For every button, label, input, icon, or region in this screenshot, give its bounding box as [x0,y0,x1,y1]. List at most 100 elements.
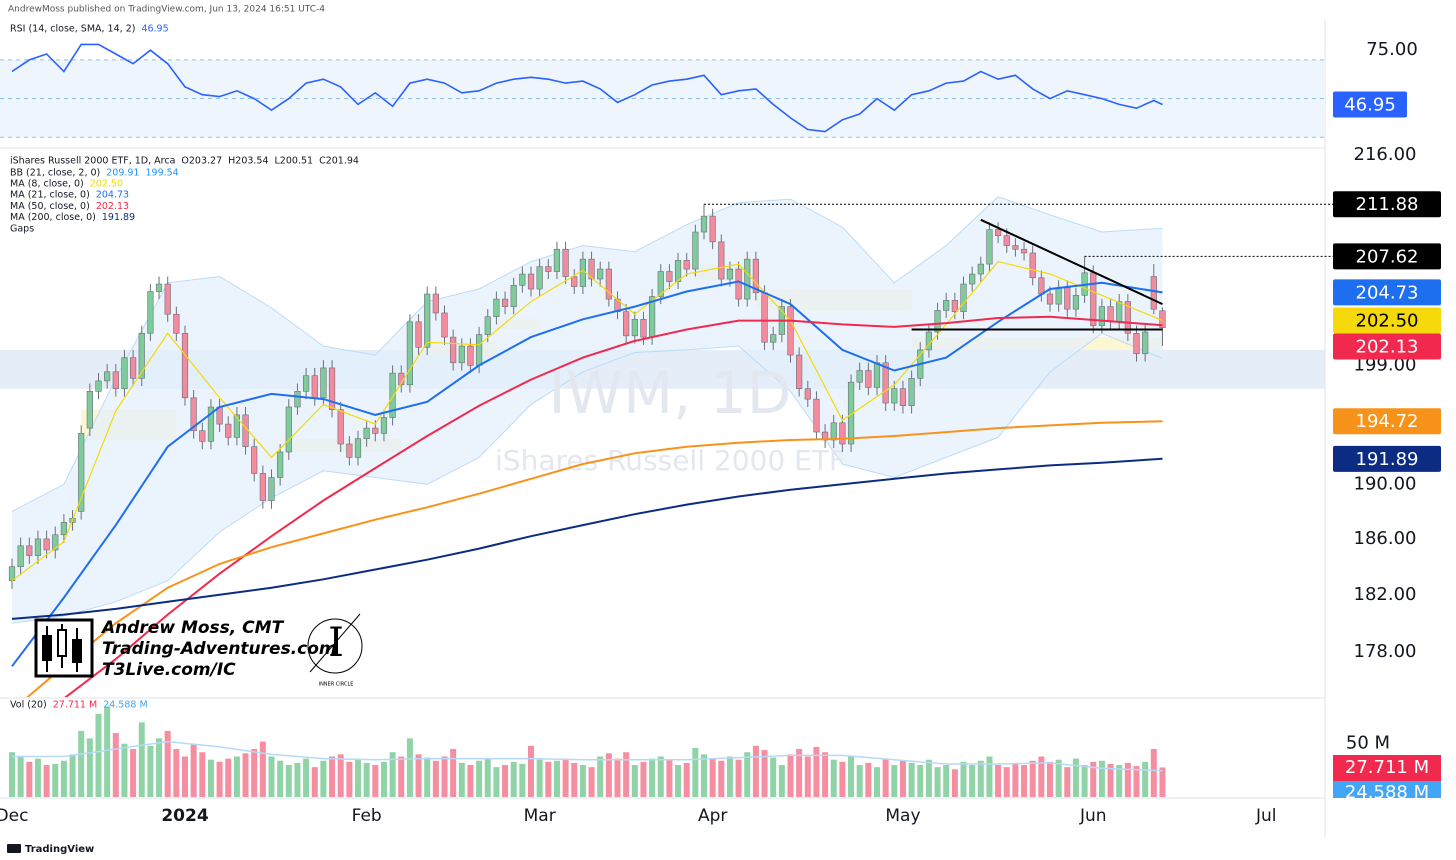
volume-bar [251,749,258,797]
candle-body [969,273,976,285]
volume-bar [424,757,431,797]
candle-body [259,473,266,501]
volume-bar [631,765,638,797]
volume-bar [969,765,976,797]
candle-body [233,414,241,438]
volume-bar [441,756,448,797]
candle-body [943,300,950,311]
legend-title: iShares Russell 2000 ETF, 1D, Arca [10,156,175,167]
axis-cover [1326,798,1456,837]
volume-bar [9,752,15,797]
candle-body [986,229,993,265]
x-tick-label: Jul [1255,806,1277,826]
candle-body [1012,245,1019,250]
candle-body [951,300,958,312]
candle-body [631,318,638,337]
candle-body [1142,331,1149,355]
volume-bar [164,730,171,797]
volume-bar [1081,765,1088,797]
candle-body [553,248,561,272]
candle-body [458,345,465,364]
footer-bar [0,837,1456,860]
volume-bar [752,745,759,797]
volume-bar [839,761,846,797]
legend-ohlc: O203.27 [181,156,222,167]
candle-body [839,422,846,445]
volume-bar [701,754,707,797]
x-tick-label: Mar [524,806,556,826]
inner-circle-mark: I [328,620,344,666]
candle-body [268,477,275,501]
volume-pane [9,706,1166,797]
candle-body [674,260,682,282]
candle-body [1055,287,1062,305]
volume-bar [285,765,292,797]
candle-body [519,273,526,286]
value-badge [1333,307,1441,334]
volume-bar [380,761,387,797]
legend-text: 46.95 [141,24,168,35]
legend-name: Gaps [10,223,34,234]
value-badge-label: 204.73 [1356,282,1419,303]
legend-value: 199.54 [145,168,178,179]
legend-name: MA (8, close, 0) [10,179,84,190]
volume-bar [778,765,785,797]
author-site: Trading-Adventures.com [102,639,337,659]
volume-bar [1150,749,1157,797]
volume-bar [484,758,491,797]
candle-body [692,231,699,270]
legend-text: RSI (14, close, SMA, 14, 2) [10,24,135,35]
rsi-pane [0,43,1325,138]
candle-body [26,545,33,556]
volume-bar [432,760,439,797]
value-badge [1333,91,1407,118]
candle-body [882,362,889,404]
candle-body [285,406,292,453]
volume-bar [588,767,595,797]
volume-bar [17,756,24,797]
volume-bar [1055,759,1062,797]
bb-fill [12,196,1163,624]
value-badge [1333,243,1441,270]
volume-bar [467,765,474,797]
candle-body [623,311,630,337]
candle-body [380,417,388,434]
inner-circle-slash [309,613,361,673]
candle-body [199,430,206,442]
volume-bar [130,749,137,797]
volume-bar [614,758,621,797]
candle-body [977,263,984,275]
volume-bar [450,749,457,797]
candle-body [1003,235,1010,246]
candle-body [60,522,67,536]
legend-ohlc: L200.51 [275,156,314,167]
volume-bar [26,761,33,797]
footer-brand: TradingView [25,844,94,855]
volume-bar [207,759,214,797]
volume-bar [182,756,188,797]
volume-bar [406,738,413,797]
volume-bar [1107,763,1114,797]
candle-body [1107,306,1114,323]
volume-bar [121,743,128,797]
volume-bar [744,752,751,797]
volume-bar [657,756,664,797]
volume-bar [337,754,344,797]
volume-bar [372,765,379,797]
volume-bar [899,760,906,797]
volume-bar [156,738,163,797]
legend-name: MA (21, close, 0) [10,190,90,201]
volume-bar [925,759,932,797]
volume-bar [95,713,102,797]
volume-bar [389,752,396,797]
candle-body [121,357,128,389]
candle-body [155,283,163,292]
volume-bar [718,760,725,797]
candle-body [588,258,595,280]
y-tick-label: 178.00 [1354,641,1417,662]
volume-bar [597,756,604,797]
volume-bar [519,763,526,797]
volume-bar [346,761,353,797]
volume-bar [1133,766,1140,797]
y-tick-label: 199.00 [1354,354,1417,375]
